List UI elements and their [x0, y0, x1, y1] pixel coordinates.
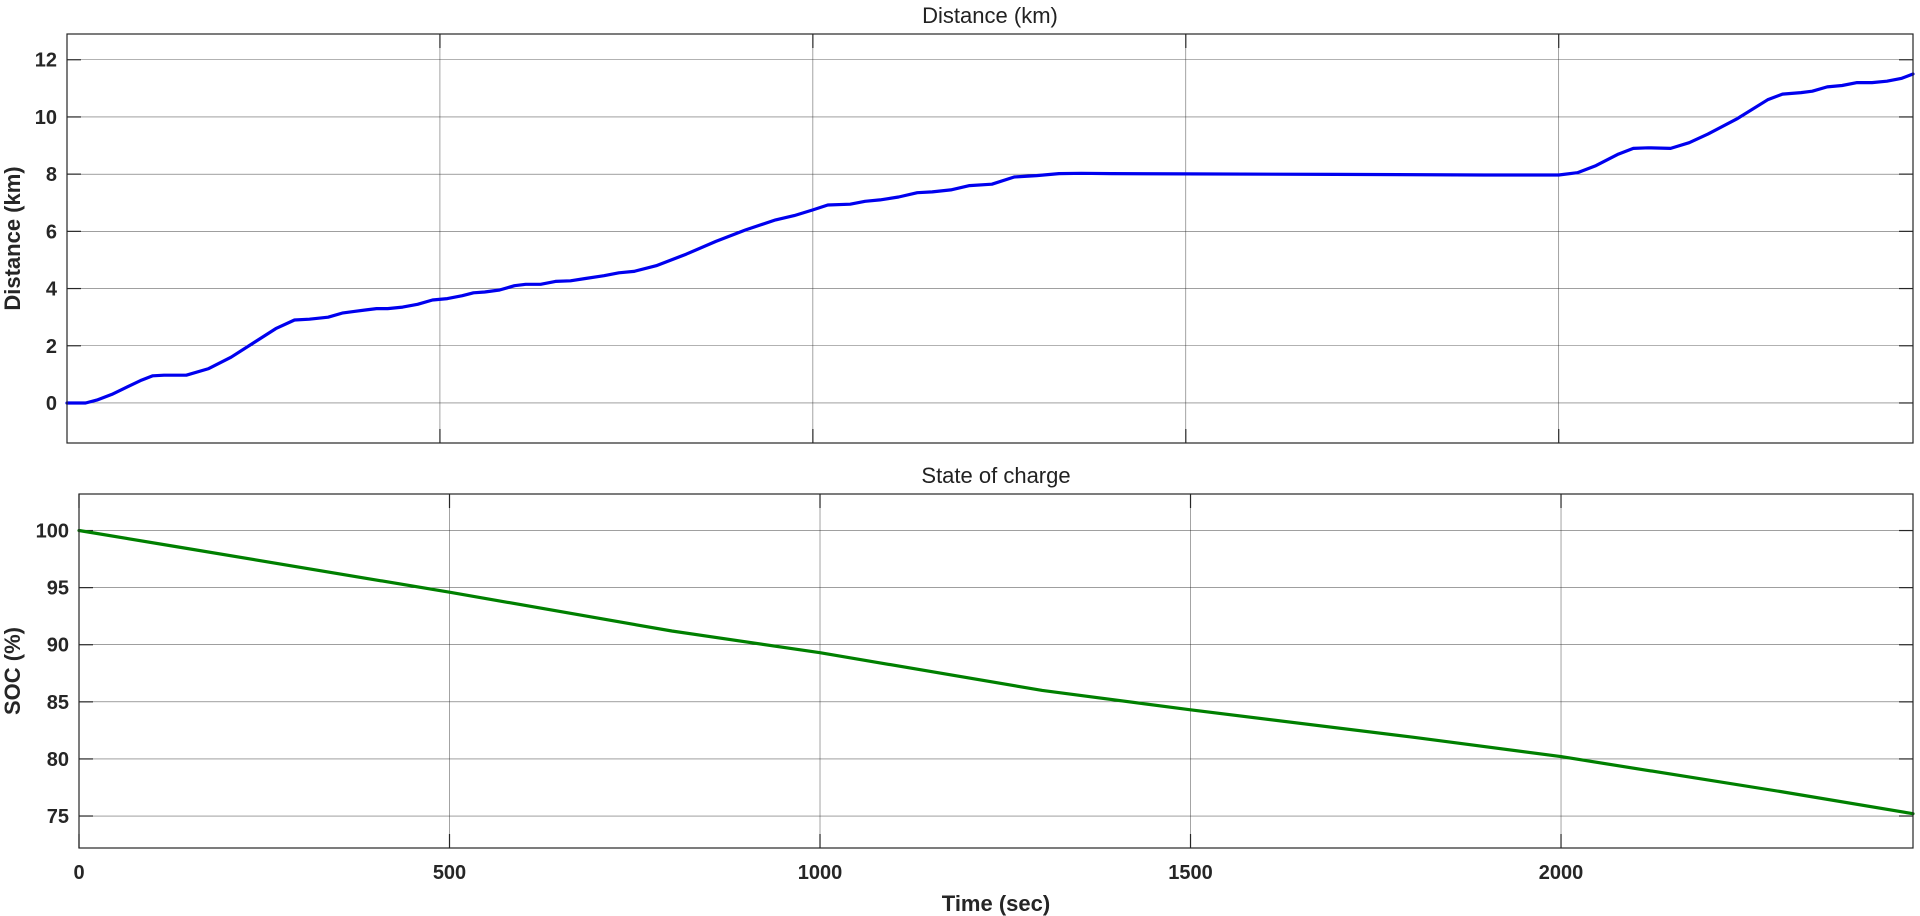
- soc-axes-frame: [78, 493, 1914, 849]
- soc-x-tick-label: 1000: [798, 862, 843, 884]
- distance-y-tick-label: 4: [46, 279, 58, 301]
- soc-y-tick-label: 75: [47, 806, 69, 828]
- soc-y-tick-label: 95: [47, 578, 69, 600]
- soc-y-tick-label: 100: [36, 521, 69, 543]
- distance-y-tick-label: 12: [35, 50, 57, 72]
- distance-y-tick-label: 6: [46, 221, 57, 243]
- soc-y-axis-label: SOC (%): [0, 627, 25, 715]
- distance-axes-frame: [66, 33, 1914, 444]
- soc-x-tick-label: 500: [433, 862, 466, 884]
- soc-series-line: [77, 528, 1915, 816]
- soc-x-tick-label: 0: [73, 862, 84, 884]
- distance-plot-area: [67, 34, 1913, 443]
- distance-axes: Distance (km) Distance (km) 0 2 4 6 8 10 12: [0, 3, 1915, 444]
- soc-x-axis-label: Time (sec): [942, 891, 1050, 916]
- distance-y-axis-label: Distance (km): [0, 166, 25, 310]
- distance-y-tick-label: 8: [46, 164, 57, 186]
- soc-plot-area: [79, 494, 1913, 848]
- distance-y-tick-label: 2: [46, 336, 57, 358]
- distance-chart-title: Distance (km): [922, 3, 1058, 28]
- distance-y-tick-label: 10: [35, 107, 57, 129]
- distance-y-tick-label: 0: [46, 393, 57, 415]
- soc-y-tick-label: 90: [47, 635, 69, 657]
- soc-y-tick-label: 85: [47, 692, 69, 714]
- soc-axes: State of charge SOC (%) Time (sec) 75 80 8…: [0, 463, 1915, 916]
- soc-x-tick-label: 1500: [1168, 862, 1213, 884]
- soc-chart-title: State of charge: [921, 463, 1070, 488]
- soc-y-tick-label: 80: [47, 749, 69, 771]
- distance-series-line: [65, 72, 1915, 405]
- soc-x-tick-label: 2000: [1539, 862, 1584, 884]
